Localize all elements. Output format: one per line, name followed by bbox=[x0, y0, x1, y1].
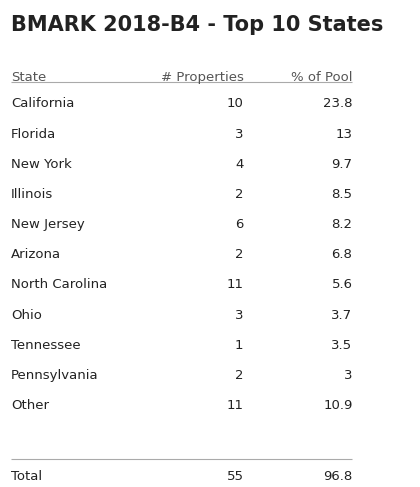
Text: 2: 2 bbox=[235, 248, 244, 261]
Text: 3.7: 3.7 bbox=[331, 309, 352, 321]
Text: 8.5: 8.5 bbox=[331, 188, 352, 201]
Text: 3: 3 bbox=[344, 369, 352, 382]
Text: 5.6: 5.6 bbox=[331, 279, 352, 291]
Text: Pennsylvania: Pennsylvania bbox=[11, 369, 99, 382]
Text: 3.5: 3.5 bbox=[331, 339, 352, 352]
Text: North Carolina: North Carolina bbox=[11, 279, 107, 291]
Text: New York: New York bbox=[11, 158, 72, 171]
Text: Other: Other bbox=[11, 399, 49, 412]
Text: Florida: Florida bbox=[11, 128, 56, 141]
Text: 96.8: 96.8 bbox=[323, 470, 352, 483]
Text: 23.8: 23.8 bbox=[323, 97, 352, 111]
Text: % of Pool: % of Pool bbox=[291, 71, 352, 84]
Text: 11: 11 bbox=[226, 279, 244, 291]
Text: 9.7: 9.7 bbox=[331, 158, 352, 171]
Text: 3: 3 bbox=[235, 309, 244, 321]
Text: California: California bbox=[11, 97, 74, 111]
Text: 6: 6 bbox=[235, 218, 244, 231]
Text: 10.9: 10.9 bbox=[323, 399, 352, 412]
Text: Tennessee: Tennessee bbox=[11, 339, 81, 352]
Text: 10: 10 bbox=[226, 97, 244, 111]
Text: Ohio: Ohio bbox=[11, 309, 42, 321]
Text: Arizona: Arizona bbox=[11, 248, 61, 261]
Text: 2: 2 bbox=[235, 188, 244, 201]
Text: 8.2: 8.2 bbox=[331, 218, 352, 231]
Text: 13: 13 bbox=[336, 128, 352, 141]
Text: 2: 2 bbox=[235, 369, 244, 382]
Text: New Jersey: New Jersey bbox=[11, 218, 85, 231]
Text: 4: 4 bbox=[235, 158, 244, 171]
Text: 3: 3 bbox=[235, 128, 244, 141]
Text: State: State bbox=[11, 71, 46, 84]
Text: Total: Total bbox=[11, 470, 42, 483]
Text: Illinois: Illinois bbox=[11, 188, 53, 201]
Text: # Properties: # Properties bbox=[160, 71, 244, 84]
Text: 1: 1 bbox=[235, 339, 244, 352]
Text: 55: 55 bbox=[226, 470, 244, 483]
Text: 6.8: 6.8 bbox=[331, 248, 352, 261]
Text: BMARK 2018-B4 - Top 10 States: BMARK 2018-B4 - Top 10 States bbox=[11, 15, 383, 35]
Text: 11: 11 bbox=[226, 399, 244, 412]
